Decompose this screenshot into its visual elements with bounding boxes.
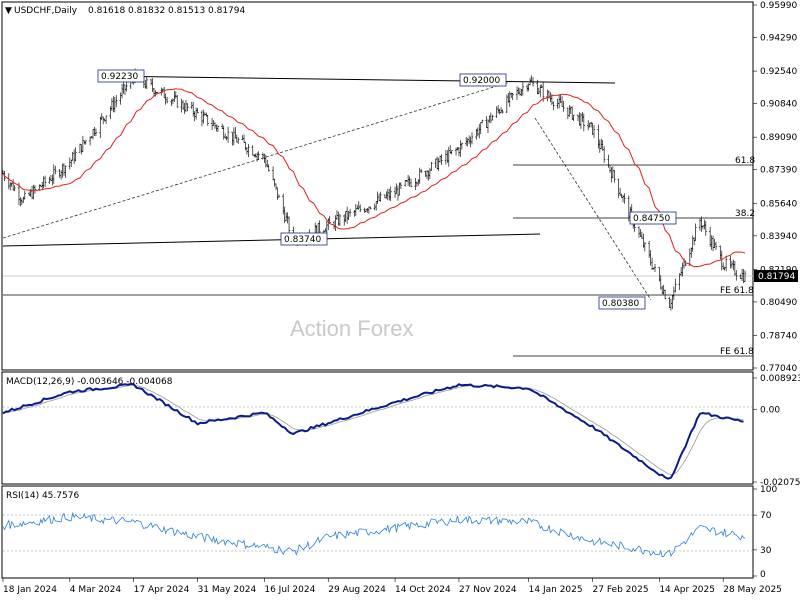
ohlc-high: 0.81832: [128, 6, 165, 16]
price-panel-frame: [1, 1, 754, 371]
macd-panel-frame: [1, 371, 754, 485]
x-tick-label: 14 Apr 2025: [659, 585, 715, 595]
chart-title: USDCHF,Daily: [14, 6, 78, 16]
x-tick-label: 4 Mar 2024: [70, 585, 122, 595]
annotation-low-2: 0.80380: [602, 299, 639, 309]
x-tick-label: 28 May 2025: [723, 585, 782, 595]
macd-y-axis: 0.008923 0.00 -0.020759: [753, 374, 800, 488]
x-axis: 18 Jan 2024 4 Mar 2024 17 Apr 2024 31 May 2…: [2, 578, 782, 595]
price-tick-label: 0.92540: [760, 67, 797, 77]
current-price-label: 0.81794: [758, 272, 795, 282]
price-tick-label: 0.94290: [760, 34, 797, 44]
annotation-high-2: 0.92000: [463, 76, 500, 86]
dotted-fall-line: [534, 117, 652, 301]
price-y-axis: 0.95990 0.94290 0.92540 0.90840 0.89090 0.873…: [753, 1, 797, 374]
current-price-box: [754, 270, 798, 282]
price-tick-label: 0.78740: [760, 331, 797, 341]
price-tick-label: 0.95990: [760, 1, 797, 11]
rsi-tick-label: 100: [760, 485, 777, 495]
fe-61-label: FE 61.8: [720, 286, 754, 296]
rsi-y-axis: 100 70 30 0: [753, 485, 777, 580]
rsi-line: [2, 511, 746, 558]
rsi-panel-frame: [1, 485, 754, 579]
rsi-tick-label: 70: [760, 511, 772, 521]
macd-signal-line: [2, 384, 744, 476]
macd-title: MACD(12,26,9) -0.003646 -0.004068: [6, 377, 173, 387]
x-tick-label: 29 Aug 2024: [328, 585, 386, 595]
fe-61-label-lower: FE 61.8: [720, 347, 754, 357]
price-tick-label: 0.83940: [760, 232, 797, 242]
macd-tick-label: 0.00: [760, 405, 780, 415]
moving-average-line: [2, 88, 746, 268]
dotted-trend-line: [2, 81, 511, 239]
price-tick-label: 0.89090: [760, 133, 797, 143]
annotation-swing: 0.84750: [633, 214, 670, 224]
x-tick-label: 14 Jan 2025: [529, 585, 583, 595]
trend-lines: [2, 75, 753, 357]
fib-38-label: 38.2: [735, 209, 755, 219]
x-tick-label: 18 Jan 2024: [3, 585, 57, 595]
x-tick-label: 27 Nov 2024: [459, 585, 517, 595]
lower-channel-line: [2, 233, 541, 247]
price-tick-label: 0.90840: [760, 100, 797, 110]
x-tick-label: 17 Apr 2024: [134, 585, 190, 595]
ohlc-low: 0.81513: [168, 6, 205, 16]
rsi-title: RSI(14) 45.7576: [6, 491, 79, 501]
x-tick-label: 16 Jul 2024: [264, 585, 315, 595]
price-tick-label: 0.85640: [760, 199, 797, 209]
annotations: 0.92230 0.92000 0.83740 0.84750 0.80380 …: [97, 69, 755, 357]
fib-61-label: 61.8: [735, 156, 755, 166]
price-tick-label: 0.77040: [760, 364, 797, 374]
annotation-low-1: 0.83740: [284, 235, 321, 245]
x-tick-label: 27 Feb 2025: [593, 585, 649, 595]
ohlc-close: 0.81794: [208, 6, 245, 16]
watermark: Action Forex: [290, 316, 414, 341]
rsi-tick-label: 30: [760, 546, 772, 556]
upper-channel-line: [99, 75, 616, 84]
price-tick-label: 0.87390: [760, 166, 797, 176]
x-tick-label: 31 May 2024: [198, 585, 257, 595]
ohlc-open: 0.81618: [88, 6, 125, 16]
price-tick-label: 0.80490: [760, 298, 797, 308]
annotation-high-1: 0.92230: [101, 72, 138, 82]
rsi-tick-label: 0: [760, 570, 766, 580]
macd-tick-label: 0.008923: [760, 374, 800, 384]
chart-title-icon: ▼: [5, 6, 12, 16]
x-tick-label: 14 Oct 2024: [395, 585, 451, 595]
macd-tick-label: -0.020759: [760, 478, 800, 488]
macd-line: [2, 382, 744, 480]
